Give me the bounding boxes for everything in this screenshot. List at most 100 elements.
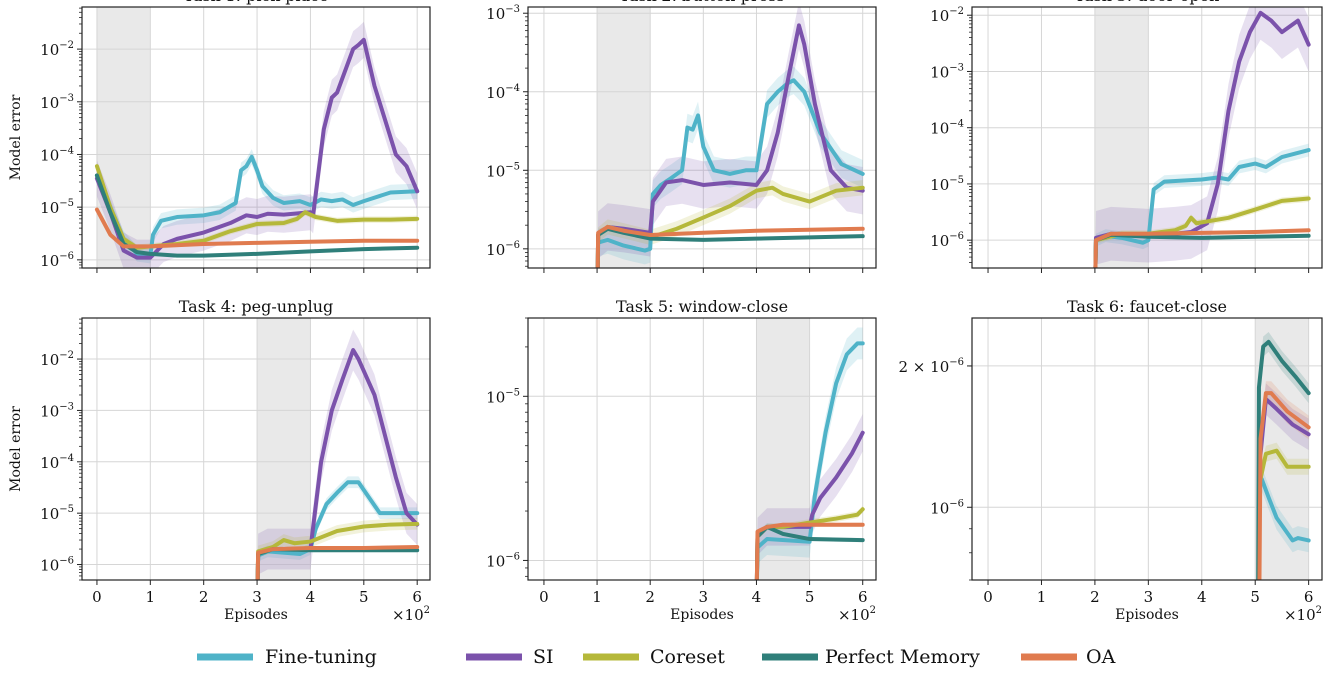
y-tick-label: 2 × 10−6 <box>899 357 965 376</box>
x-axis-label: Episodes <box>224 607 288 623</box>
y-tick-label: 10−3 <box>40 401 74 420</box>
x-tick-label: 3 <box>252 588 262 606</box>
task-training-band <box>597 7 651 268</box>
line-fine-tuning <box>754 341 865 580</box>
series-group <box>1093 7 1311 268</box>
y-tick-label: 10−6 <box>486 551 520 570</box>
y-tick-label: 10−5 <box>40 504 74 523</box>
y-tick-label: 10−2 <box>40 350 74 369</box>
x-tick-label: 6 <box>1304 588 1314 606</box>
subplots: 10−6 10−5 10−4 10−3 10−2 Task 1: pick-place Mo… <box>8 0 1323 624</box>
x-axis-label: Episodes <box>670 607 734 623</box>
legend-item-oa: OA <box>1021 646 1116 668</box>
series-group <box>754 327 865 580</box>
subplot-title: Task 1: pick-place <box>183 0 328 5</box>
legend-label: OA <box>1086 646 1116 668</box>
band-si <box>1094 7 1309 268</box>
legend-label: Coreset <box>650 646 725 668</box>
x-tick-label: 0 <box>539 588 549 606</box>
y-tick-label: 10−5 <box>40 198 74 217</box>
x-tick-label: 4 <box>306 588 316 606</box>
line-oa <box>595 224 865 268</box>
axes-frame <box>527 6 877 269</box>
band-si <box>597 7 863 268</box>
subplot-title: Task 5: window-close <box>616 297 788 316</box>
y-tick-label: 10−2 <box>40 40 74 59</box>
y-tick-label: 10−4 <box>486 83 520 102</box>
series-group <box>255 329 420 580</box>
line-oa <box>1093 228 1311 268</box>
x-tick-label: 0 <box>983 588 993 606</box>
y-tick-label: 10−4 <box>40 453 74 472</box>
subplot-title: Task 6: faucet-close <box>1067 297 1227 316</box>
band-fine-tuning <box>1261 466 1309 553</box>
legend-item-si: SI <box>466 646 554 668</box>
x-tick-label: 5 <box>359 588 369 606</box>
band-coreset <box>597 180 863 268</box>
axes-frame <box>527 317 877 581</box>
legend-label: SI <box>533 646 554 668</box>
axes-frame <box>81 317 431 581</box>
line-oa <box>255 544 420 580</box>
band-si <box>257 329 418 580</box>
legend-item-fine-tuning: Fine-tuning <box>197 646 377 668</box>
line-oa <box>1257 391 1311 580</box>
line-oa <box>754 522 865 580</box>
band-coreset <box>1095 195 1309 268</box>
y-tick-label: 10−6 <box>40 251 74 270</box>
x-axis-label: Episodes <box>1115 607 1179 623</box>
x-tick-label: 5 <box>805 588 815 606</box>
subplot-title: Task 3: door-open <box>1075 0 1220 5</box>
y-tick-label: 10−5 <box>486 161 520 180</box>
x-tick-label: 2 <box>1090 588 1100 606</box>
task-training-band <box>1094 7 1149 268</box>
x-tick-label: 1 <box>1037 588 1047 606</box>
line-perfect-memory <box>1256 339 1311 580</box>
subplot-3: 10−6 10−5 10−4 10−3 10−2 Task 3: door-open <box>930 0 1323 273</box>
x-tick-label: 5 <box>1250 588 1260 606</box>
x-tick-label: 3 <box>699 588 709 606</box>
line-fine-tuning <box>595 78 865 268</box>
band-si <box>96 21 418 268</box>
axes-frame <box>971 317 1323 581</box>
y-axis-label: Model error <box>8 94 24 180</box>
x-tick-label: 3 <box>1144 588 1154 606</box>
series-group <box>94 21 420 268</box>
x-tick-label: 4 <box>1197 588 1207 606</box>
y-tick-label: 10−3 <box>486 4 520 23</box>
y-tick-label: 10−5 <box>930 175 964 194</box>
legend-label: Fine-tuning <box>265 646 377 668</box>
line-coreset <box>1258 448 1311 481</box>
line-oa <box>94 207 420 249</box>
x-tick-label: 1 <box>592 588 602 606</box>
task-training-band <box>257 318 311 580</box>
x-tick-label: 2 <box>645 588 655 606</box>
subplot-5: 0 1 2 3 4 5 6 10−6 10−5 Task 5: window-close Episo… <box>486 297 877 624</box>
x-axis-multiplier: ×102 <box>838 605 876 624</box>
subplot-title: Task 2: button-press <box>619 0 784 5</box>
subplot-4: 0 1 2 3 4 5 6 10−6 10−5 10−4 10−3 10−2 Task 4: peg-u… <box>8 297 431 624</box>
x-tick-label: 6 <box>858 588 868 606</box>
y-tick-label: 10−6 <box>40 556 74 575</box>
x-tick-label: 4 <box>752 588 762 606</box>
x-axis-multiplier: ×102 <box>392 605 430 624</box>
line-si <box>94 37 420 260</box>
y-tick-label: 10−6 <box>930 231 964 250</box>
x-tick-label: 2 <box>199 588 209 606</box>
legend-item-coreset: Coreset <box>583 646 725 668</box>
line-fine-tuning <box>1259 476 1311 543</box>
y-tick-label: 10−6 <box>930 498 964 517</box>
subplot-6: 0 1 2 3 4 5 6 10−6 2 × 10−6 Task 6: faucet-close E… <box>899 297 1323 624</box>
y-axis-label: Model error <box>8 406 24 492</box>
legend: Fine-tuning SI Coreset Perfect Memory OA <box>197 646 1116 668</box>
y-tick-label: 10−4 <box>40 145 74 164</box>
y-tick-label: 10−6 <box>486 240 520 259</box>
band-fine-tuning <box>597 66 863 268</box>
subplot-2: 10−6 10−5 10−4 10−3 Task 2: button-press <box>486 0 877 273</box>
series-group <box>1256 331 1311 580</box>
x-axis-multiplier: ×102 <box>1284 605 1322 624</box>
series-group <box>595 7 865 268</box>
subplot-title: Task 4: peg-unplug <box>179 297 334 316</box>
y-tick-label: 10−5 <box>486 387 520 406</box>
